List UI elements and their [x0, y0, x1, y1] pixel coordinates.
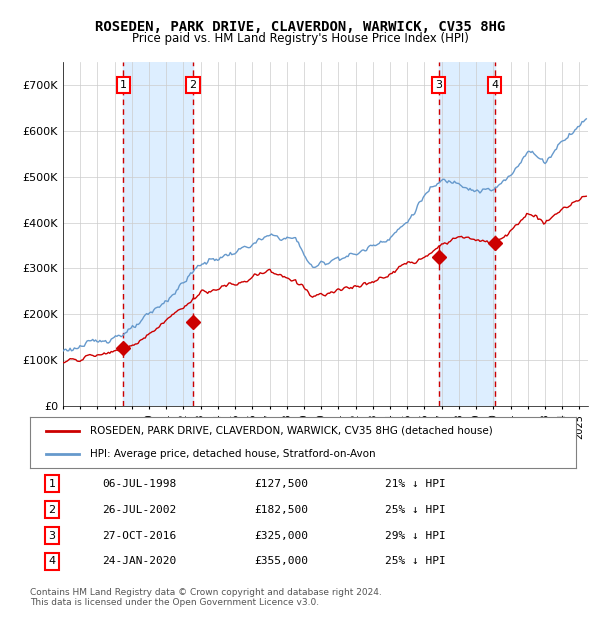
Text: 29% ↓ HPI: 29% ↓ HPI [385, 531, 446, 541]
Text: 2: 2 [190, 80, 197, 90]
Text: £355,000: £355,000 [254, 557, 308, 567]
Bar [124, 62, 193, 406]
Text: 27-OCT-2016: 27-OCT-2016 [102, 531, 176, 541]
Text: 06-JUL-1998: 06-JUL-1998 [102, 479, 176, 489]
Text: 25% ↓ HPI: 25% ↓ HPI [385, 557, 446, 567]
Text: 26-JUL-2002: 26-JUL-2002 [102, 505, 176, 515]
Text: 21% ↓ HPI: 21% ↓ HPI [385, 479, 446, 489]
Text: £325,000: £325,000 [254, 531, 308, 541]
Text: ROSEDEN, PARK DRIVE, CLAVERDON, WARWICK, CV35 8HG: ROSEDEN, PARK DRIVE, CLAVERDON, WARWICK,… [95, 20, 505, 34]
Text: £182,500: £182,500 [254, 505, 308, 515]
Text: 4: 4 [491, 80, 498, 90]
Bar [439, 62, 494, 406]
Text: 3: 3 [435, 80, 442, 90]
Text: 25% ↓ HPI: 25% ↓ HPI [385, 505, 446, 515]
Text: ROSEDEN, PARK DRIVE, CLAVERDON, WARWICK, CV35 8HG (detached house): ROSEDEN, PARK DRIVE, CLAVERDON, WARWICK,… [90, 426, 493, 436]
Text: 4: 4 [48, 557, 55, 567]
Text: 1: 1 [49, 479, 55, 489]
Text: 2: 2 [48, 505, 55, 515]
Text: HPI: Average price, detached house, Stratford-on-Avon: HPI: Average price, detached house, Stra… [90, 450, 376, 459]
Text: 1: 1 [120, 80, 127, 90]
Text: Price paid vs. HM Land Registry's House Price Index (HPI): Price paid vs. HM Land Registry's House … [131, 32, 469, 45]
Text: 3: 3 [49, 531, 55, 541]
Text: £127,500: £127,500 [254, 479, 308, 489]
Text: Contains HM Land Registry data © Crown copyright and database right 2024.
This d: Contains HM Land Registry data © Crown c… [30, 588, 382, 607]
Text: 24-JAN-2020: 24-JAN-2020 [102, 557, 176, 567]
